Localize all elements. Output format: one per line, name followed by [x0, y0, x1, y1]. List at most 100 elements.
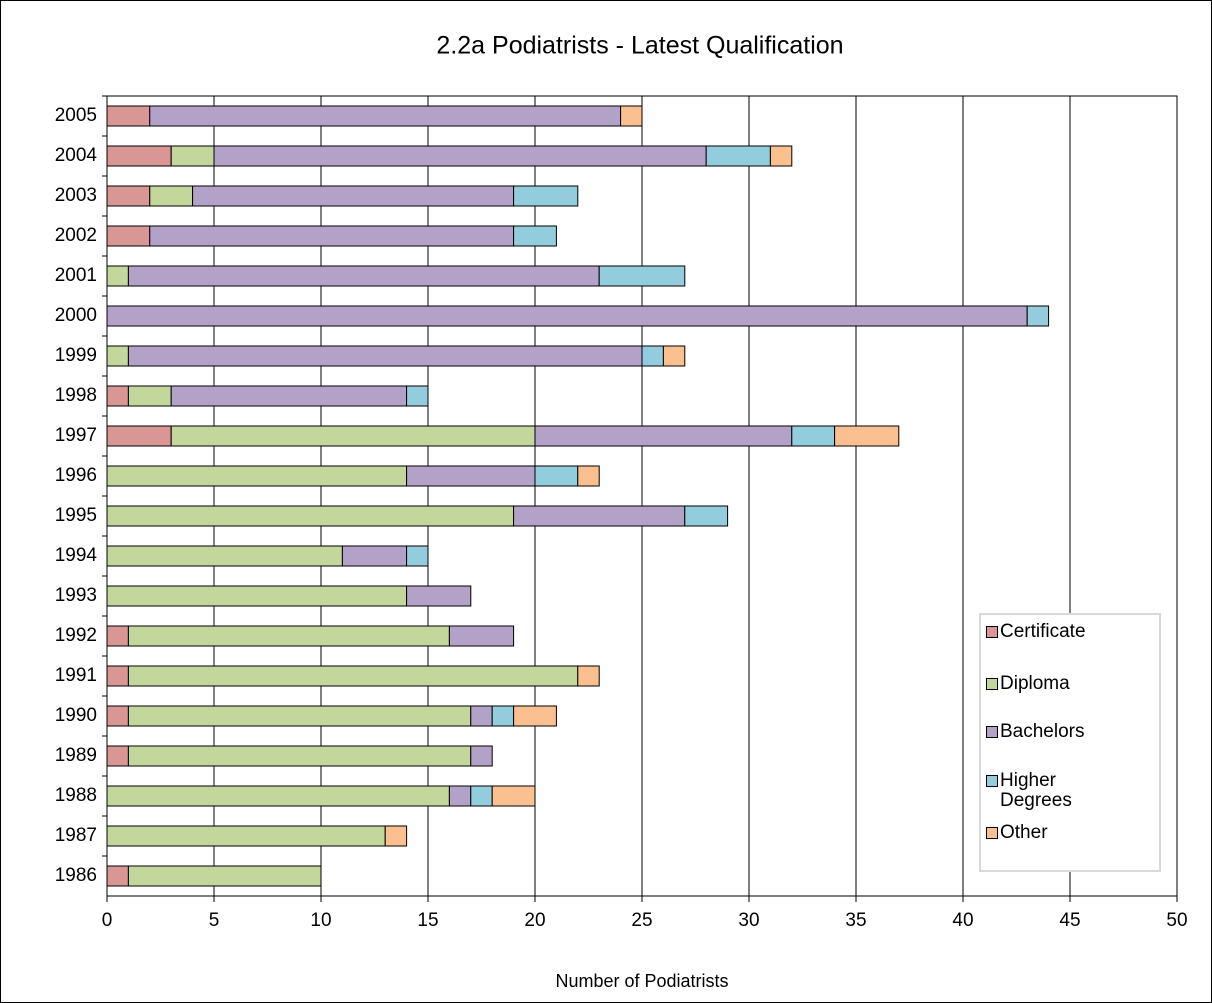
bar-segment — [448, 785, 472, 807]
bar-segment — [106, 105, 151, 127]
bar-segment — [106, 705, 129, 727]
legend-swatch — [986, 726, 998, 738]
bar-segment — [106, 825, 386, 847]
x-tick-label: 5 — [209, 910, 220, 931]
bar-segment — [106, 385, 129, 407]
bar-segment — [106, 225, 151, 247]
x-tick-label: 45 — [1059, 910, 1080, 931]
bar-segment — [106, 465, 408, 487]
bar-segment — [127, 745, 472, 767]
x-axis-title: Number of Podiatrists — [555, 971, 728, 991]
x-tick-label: 20 — [524, 910, 545, 931]
bar-segment — [448, 625, 515, 647]
bar-segment — [577, 665, 600, 687]
bar-segment — [127, 665, 579, 687]
y-tick-label: 1990 — [55, 705, 97, 726]
y-tick-label: 1986 — [55, 865, 97, 886]
legend-label: Bachelors — [1000, 721, 1085, 742]
bar-segment — [106, 265, 129, 287]
bar-segment — [534, 425, 793, 447]
bar-segment — [106, 145, 172, 167]
bar-segment — [170, 145, 215, 167]
x-tick-label: 0 — [102, 910, 113, 931]
bar-segment — [106, 505, 515, 527]
y-tick-label: 1989 — [55, 745, 97, 766]
bar-segment — [470, 785, 493, 807]
y-tick-label: 1991 — [55, 665, 97, 686]
bar-segment — [684, 505, 729, 527]
y-tick-label: 1996 — [55, 465, 97, 486]
bar-segment — [149, 185, 194, 207]
bar-segment — [149, 105, 622, 127]
legend-item: Certificate — [986, 622, 1120, 642]
bar-segment — [791, 425, 836, 447]
y-tick-label: 1993 — [55, 585, 97, 606]
y-tick-label: 1995 — [55, 505, 97, 526]
bar-segment — [470, 745, 493, 767]
bar-segment — [406, 385, 429, 407]
bar-segment — [513, 505, 686, 527]
y-tick-label: 1998 — [55, 385, 97, 406]
y-tick-label: 2001 — [55, 265, 97, 286]
x-tick-label: 25 — [631, 910, 652, 931]
bar-segment — [513, 185, 579, 207]
y-tick-label: 1988 — [55, 785, 97, 806]
x-tick-label: 35 — [845, 910, 866, 931]
x-tick-label: 15 — [417, 910, 438, 931]
bar-segment — [513, 225, 557, 247]
bar-segment — [127, 625, 450, 647]
chart-title: 2.2a Podiatrists - Latest Qualification — [436, 32, 843, 60]
y-tick-label: 2002 — [55, 225, 97, 246]
x-tick-label: 40 — [952, 910, 973, 931]
bar-segment — [513, 705, 557, 727]
bar-segment — [106, 185, 151, 207]
bar-segment — [127, 865, 322, 887]
bar-segment — [106, 425, 172, 447]
legend-item: Bachelors — [986, 721, 1120, 742]
bar-segment — [470, 705, 493, 727]
bar-segment — [106, 785, 450, 807]
bar-segment — [534, 465, 579, 487]
x-tick-label: 10 — [310, 910, 331, 931]
bar-segment — [406, 585, 472, 607]
bar-segment — [213, 145, 707, 167]
bar-segment — [170, 385, 408, 407]
legend-item: Higher Degrees — [986, 770, 1120, 811]
bar-segment — [662, 345, 686, 367]
bar-segment — [106, 865, 129, 887]
legend-label: Diploma — [1000, 673, 1070, 694]
legend-swatch — [986, 678, 998, 690]
bar-segment — [406, 545, 429, 567]
bar-segment — [491, 705, 515, 727]
bar-segment — [149, 225, 515, 247]
bar-segment — [106, 305, 1028, 327]
bar-segment — [127, 265, 600, 287]
y-tick-label: 1997 — [55, 425, 97, 446]
y-tick-label: 1987 — [55, 825, 97, 846]
y-tick-label: 2000 — [55, 305, 97, 326]
y-tick-label: 2003 — [55, 185, 97, 206]
bar-segment — [106, 345, 129, 367]
bar-segment — [106, 585, 408, 607]
bar-segment — [577, 465, 600, 487]
legend-label: Other — [1000, 822, 1048, 843]
bar-segment — [406, 465, 536, 487]
legend-item: Other — [986, 822, 1120, 843]
bar-segment — [769, 145, 793, 167]
bar-segment — [620, 105, 643, 127]
bar-segment — [641, 345, 664, 367]
bar-segment — [106, 545, 343, 567]
y-tick-label: 1999 — [55, 345, 97, 366]
legend-label: Higher Degrees — [1000, 770, 1072, 811]
bar-segment — [170, 425, 536, 447]
bar-segment — [127, 385, 172, 407]
bar-segment — [192, 185, 515, 207]
bar-segment — [598, 265, 686, 287]
x-tick-label: 50 — [1166, 910, 1187, 931]
bar-segment — [106, 665, 129, 687]
bar-segment — [106, 745, 129, 767]
bar-segment — [127, 345, 643, 367]
bar-segment — [127, 705, 472, 727]
legend-swatch — [986, 827, 998, 839]
bar-segment — [834, 425, 900, 447]
